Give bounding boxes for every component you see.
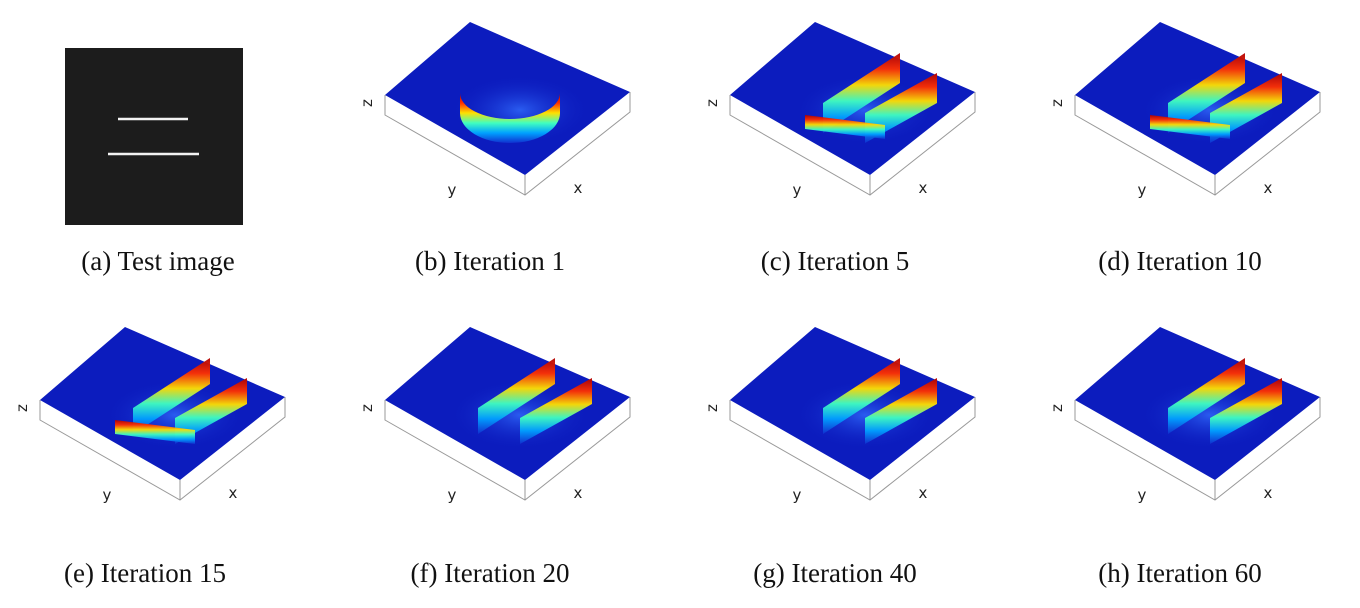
y-axis-label: y <box>793 486 802 504</box>
caption: (a) Test image <box>81 246 235 276</box>
y-axis-label: y <box>793 181 802 199</box>
x-axis-label: x <box>574 179 583 197</box>
z-axis-label: z <box>1048 404 1066 412</box>
figure: (a) Test image (b) Iteration 1 z y x (c) Iter… <box>0 0 1360 608</box>
surface-plot: z y x <box>358 327 630 504</box>
z-axis-label: z <box>703 99 721 107</box>
surface-plot: z y x <box>358 22 630 199</box>
x-axis-label: x <box>229 484 238 502</box>
z-axis-label: z <box>13 404 31 412</box>
surface-plot: z y x <box>1048 327 1320 504</box>
z-axis-label: z <box>703 404 721 412</box>
x-axis-label: x <box>574 484 583 502</box>
caption: (c) Iteration 5 <box>761 246 909 276</box>
caption: (h) Iteration 60 <box>1098 558 1261 588</box>
y-axis-label: y <box>448 181 457 199</box>
surface-plot: z y x <box>703 22 975 199</box>
surface-plot: z y x <box>13 327 285 504</box>
x-axis-label: x <box>1264 484 1273 502</box>
y-axis-label: y <box>103 486 112 504</box>
surface-plot: z y x <box>1048 22 1320 199</box>
surface-plot: z y x <box>703 327 975 504</box>
z-axis-label: z <box>358 99 376 107</box>
y-axis-label: y <box>1138 181 1147 199</box>
y-axis-label: y <box>1138 486 1147 504</box>
y-axis-label: y <box>448 486 457 504</box>
x-axis-label: x <box>919 179 928 197</box>
caption: (e) Iteration 15 <box>64 558 226 588</box>
caption: (b) Iteration 1 <box>415 246 565 276</box>
z-axis-label: z <box>358 404 376 412</box>
caption: (f) Iteration 20 <box>411 558 570 588</box>
caption: (d) Iteration 10 <box>1098 246 1261 276</box>
caption: (g) Iteration 40 <box>753 558 916 588</box>
z-axis-label: z <box>1048 99 1066 107</box>
test-image <box>65 48 243 225</box>
x-axis-label: x <box>1264 179 1273 197</box>
x-axis-label: x <box>919 484 928 502</box>
